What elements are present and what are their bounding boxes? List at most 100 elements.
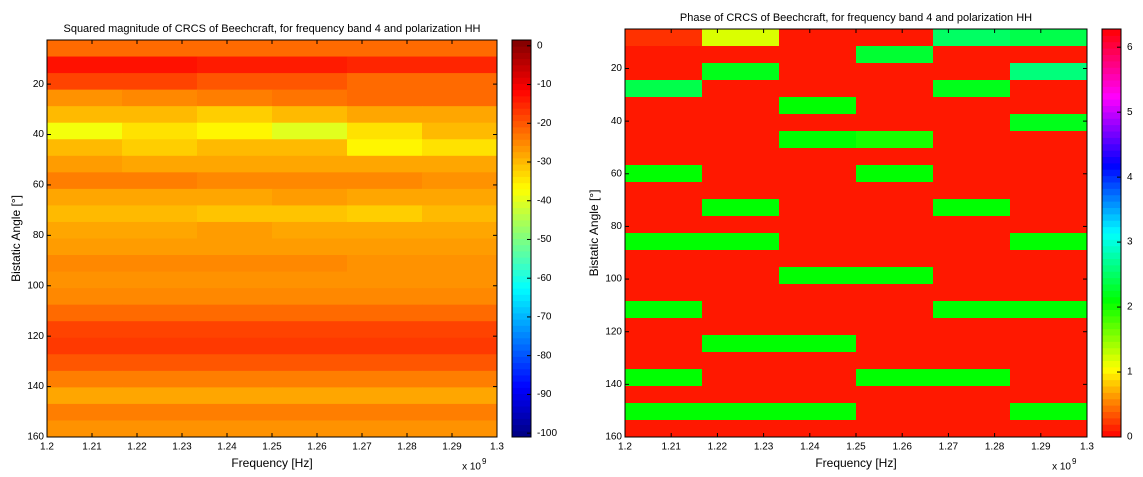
colorbar-band (512, 95, 531, 103)
colorbar-band (1102, 296, 1121, 304)
heatmap-cell (856, 420, 934, 438)
colorbar-band (1102, 347, 1121, 355)
x-tick-label: 1.3 (1080, 442, 1094, 453)
heatmap-cell (197, 304, 273, 322)
heatmap-cell (933, 131, 1011, 149)
x-tick-label: 1.21 (661, 442, 681, 453)
heatmap-cell (625, 335, 703, 353)
heatmap-cell (933, 403, 1011, 421)
heatmap-cell (933, 148, 1011, 166)
heatmap-cell (933, 165, 1011, 183)
heatmap-cell (347, 370, 423, 388)
y-tick-label: 160 (27, 432, 44, 443)
x-multiplier: x 10 (1052, 462, 1071, 473)
heatmap-cell (779, 403, 857, 421)
heatmap-cell (122, 40, 198, 58)
heatmap-cell (347, 172, 423, 190)
heatmap-cell (122, 172, 198, 190)
colorbar-band (512, 412, 531, 419)
heatmap-cell (272, 370, 348, 388)
heatmap-cell (779, 182, 857, 200)
colorbar-band (1102, 354, 1121, 361)
colorbar-band (1102, 162, 1121, 170)
colorbar-tick-label: -60 (537, 273, 552, 284)
colorbar-band (512, 294, 531, 302)
heatmap-cell (779, 63, 857, 81)
colorbar-band (1102, 277, 1121, 285)
heatmap-cell (422, 271, 498, 289)
colorbar-band (512, 337, 531, 345)
heatmap-cell (625, 80, 703, 98)
heatmap-cell (933, 97, 1011, 115)
colorbar-band (1102, 156, 1121, 164)
heatmap-cell (422, 188, 498, 206)
colorbar-band (1102, 105, 1121, 113)
heatmap-cell (47, 337, 123, 355)
heatmap-cell (197, 56, 273, 74)
heatmap-cell (1010, 403, 1088, 421)
colorbar-band (512, 306, 531, 314)
heatmap-cell (197, 155, 273, 173)
colorbar-band (1102, 392, 1121, 400)
heatmap-cell (422, 354, 498, 372)
heatmap-cell (933, 63, 1011, 81)
colorbar-band (1102, 80, 1121, 87)
heatmap-cell (625, 114, 703, 132)
colorbar-band (1102, 213, 1121, 221)
heatmap-cell (625, 46, 703, 64)
colorbar-tick-label: -20 (537, 118, 552, 129)
heatmap-cell (1010, 182, 1088, 200)
colorbar-band (1102, 194, 1121, 202)
colorbar-tick-label: -40 (537, 195, 552, 206)
heatmap-cell (933, 335, 1011, 353)
heatmap-cell (197, 337, 273, 355)
heatmap-cell (1010, 199, 1088, 217)
heatmap-cell (272, 155, 348, 173)
y-tick-label: 120 (27, 331, 44, 342)
heatmap-cell (625, 369, 703, 387)
colorbar-band (1102, 373, 1121, 381)
heatmap-cell (779, 335, 857, 353)
heatmap-cell (347, 73, 423, 91)
heatmap-cell (272, 205, 348, 223)
heatmap-cell (422, 288, 498, 306)
chart-title: Phase of CRCS of Beechcraft, for frequen… (680, 12, 1032, 24)
heatmap-cell (422, 122, 498, 140)
colorbar-band (1102, 335, 1121, 342)
heatmap-cell (1010, 63, 1088, 81)
heatmap-cell (272, 238, 348, 256)
heatmap-cell (272, 255, 348, 273)
heatmap-cell (625, 267, 703, 285)
heatmap-cell (122, 56, 198, 74)
heatmap-cell (933, 369, 1011, 387)
colorbar-band (1102, 405, 1121, 412)
x-tick-label: 1.22 (708, 442, 728, 453)
heatmap-cell (272, 387, 348, 405)
heatmap-cell (347, 56, 423, 74)
heatmap-cell (122, 271, 198, 289)
heatmap-cell (856, 29, 934, 47)
heatmap-cell (47, 288, 123, 306)
heatmap-cell (122, 354, 198, 372)
heatmap-cell (422, 403, 498, 421)
heatmap-cell (122, 403, 198, 421)
colorbar-band (512, 269, 531, 277)
heatmap-cell (122, 420, 198, 438)
colorbar-band (1102, 29, 1121, 36)
heatmap-cell (1010, 29, 1088, 47)
colorbar-band (512, 430, 531, 438)
colorbar-band (512, 207, 531, 215)
heatmap-cell (272, 221, 348, 239)
x-tick-label: 1.23 (754, 442, 774, 453)
colorbar-band (1102, 86, 1121, 94)
heatmap-cell (197, 188, 273, 206)
heatmap-cell (347, 205, 423, 223)
heatmap-cell (347, 271, 423, 289)
heatmap-cell (1010, 165, 1088, 183)
heatmap-cell (702, 403, 780, 421)
colorbar-tick-label: -70 (537, 312, 552, 323)
colorbar-tick-label: 2 (1127, 302, 1133, 313)
heatmap-cell (122, 188, 198, 206)
colorbar-tick-label: -100 (537, 428, 557, 439)
